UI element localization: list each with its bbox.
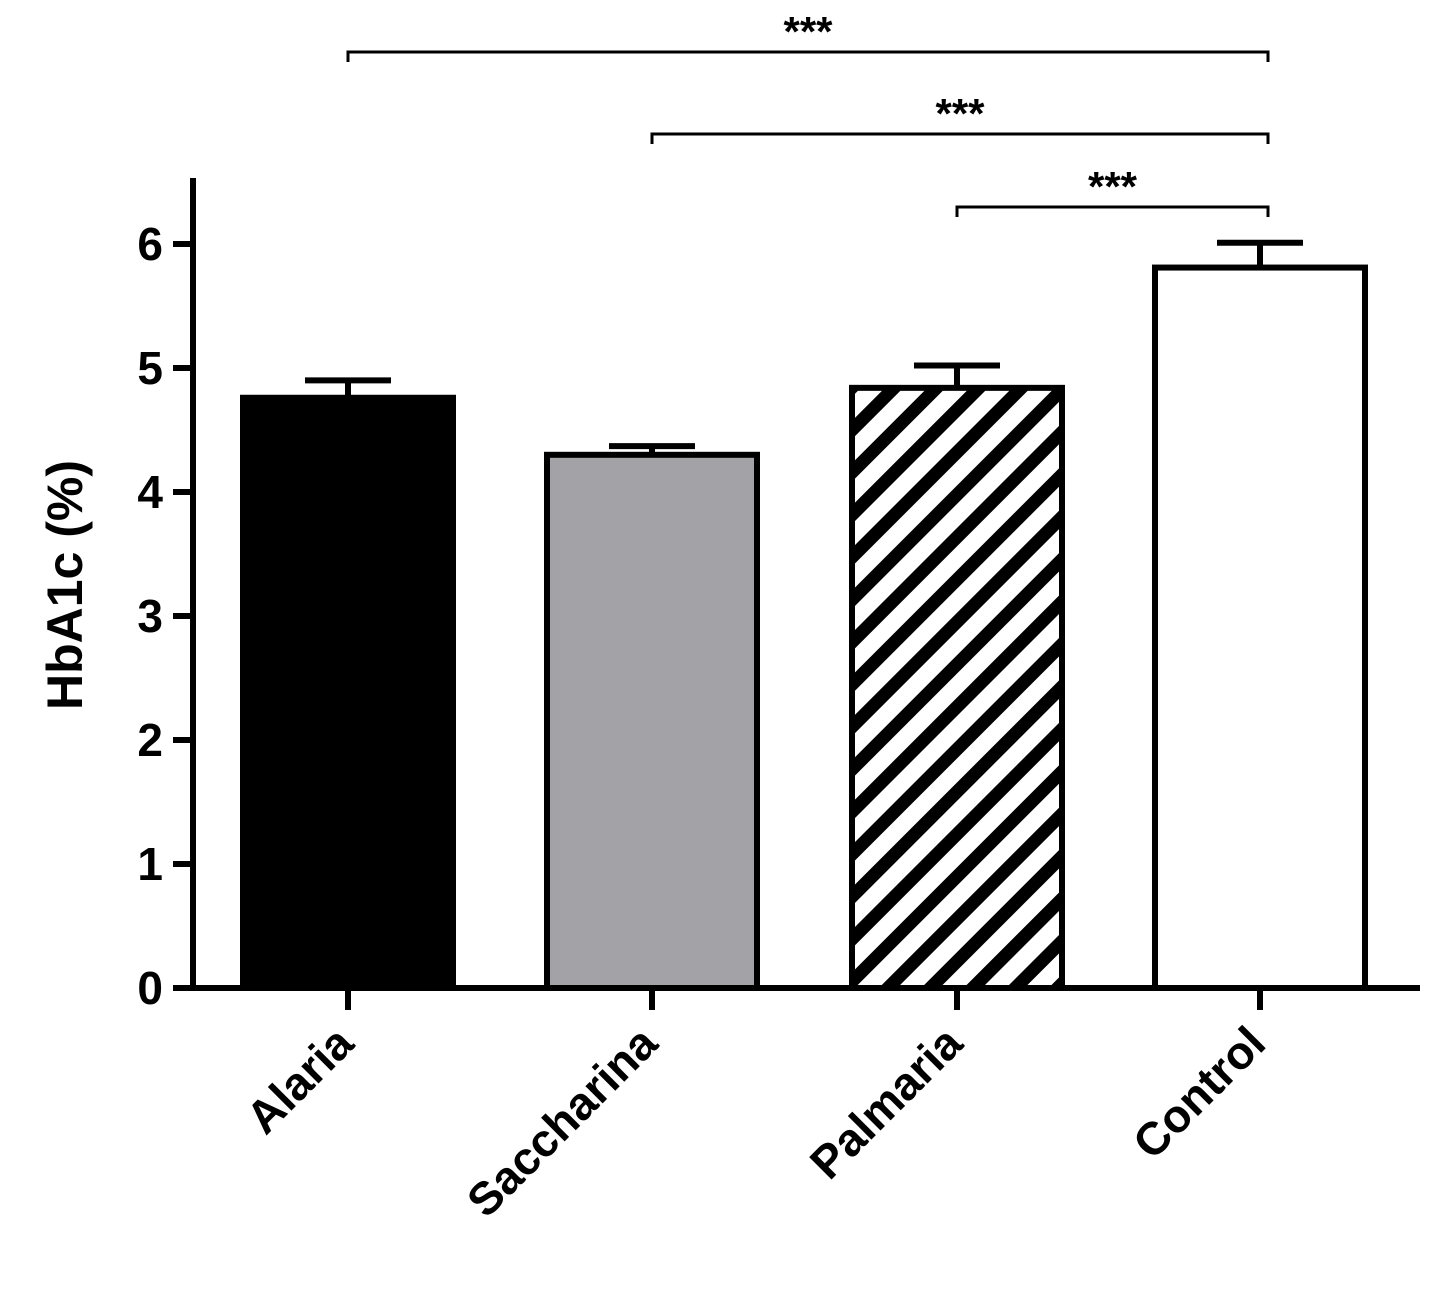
y-tick-label-6: 6 [137,218,163,270]
x-tick-label-0: Alaria [236,1016,363,1143]
significance-label-0: *** [783,8,833,55]
y-tick-label-4: 4 [137,466,163,518]
significance-bracket-1 [650,132,1270,144]
significance-label-2: *** [1088,163,1138,210]
y-tick-label-2: 2 [137,714,163,766]
x-tick-label-2: Palmaria [800,1016,973,1189]
bar-palmaria [849,384,1065,991]
x-tick-label-1: Saccharina [457,1016,668,1227]
bar-alaria [240,394,456,991]
bar-control [1152,264,1368,991]
significance-bracket-2 [955,205,1270,217]
y-axis-title: HbA1c (%) [37,460,93,710]
bars: Alaria Saccharina Palmaria Control [236,239,1368,1227]
y-tick-label-0: 0 [137,962,163,1014]
y-tick-label-3: 3 [137,590,163,642]
bar-saccharina [544,451,760,991]
significance-bracket-0 [346,50,1270,62]
significance-label-1: *** [935,90,985,137]
x-tick-label-3: Control [1123,1016,1275,1168]
y-tick-label-5: 5 [137,342,163,394]
y-tick-label-1: 1 [137,838,163,890]
significance-brackets: *** *** *** [346,8,1270,217]
